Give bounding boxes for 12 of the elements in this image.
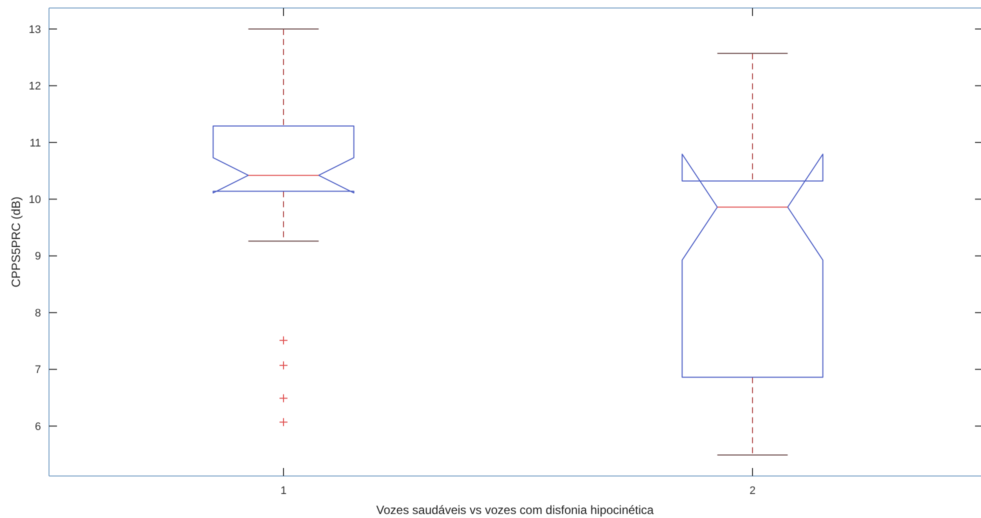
y-axis-title: CPPS5PRC (dB) (9, 196, 23, 288)
y-tick-label: 8 (34, 307, 41, 320)
y-tick-label: 10 (28, 194, 41, 206)
y-tick-label: 9 (34, 250, 41, 263)
y-tick-label: 13 (28, 24, 41, 36)
x-tick-label: 2 (749, 485, 756, 497)
y-tick-label: 12 (28, 80, 41, 93)
y-tick-label: 7 (34, 364, 41, 376)
y-tick-label: 11 (30, 137, 41, 150)
y-tick-label: 6 (34, 420, 41, 433)
x-tick-label: 1 (280, 485, 287, 497)
x-axis-title: Vozes saudáveis vs vozes com disfonia hipocinética (376, 503, 654, 517)
